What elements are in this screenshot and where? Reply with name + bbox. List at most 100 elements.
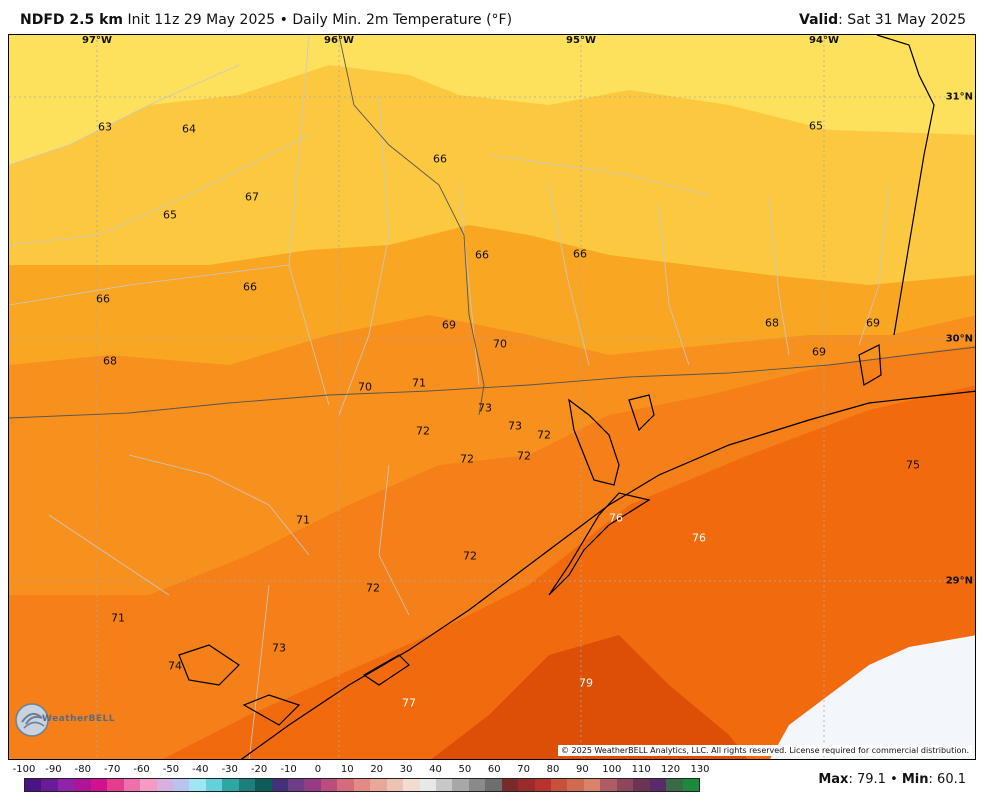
colorbar-swatch [551, 779, 568, 791]
colorbar-swatch [238, 779, 256, 791]
temperature-map[interactable]: 63 64 66 65 67 65 66 66 66 66 69 70 68 68 69 69 70 71 73 73… [8, 34, 976, 760]
colorbar-swatch [320, 779, 338, 791]
colorbar-swatch [337, 779, 354, 791]
colorbar-swatch [567, 779, 584, 791]
colorbar-swatch [419, 779, 436, 791]
graticule-lines [9, 35, 975, 759]
colorbar-tick-label: 100 [602, 764, 622, 775]
init-time: Init 11z 29 May 2025 [127, 12, 276, 28]
colorbar-tick-label: 20 [370, 764, 384, 775]
max-value: : 79.1 [848, 772, 886, 787]
temp-value-label: 70 [493, 337, 507, 351]
temp-value-label: 66 [573, 247, 587, 261]
colorbar-swatch [140, 779, 157, 791]
colorbar-swatch [90, 779, 108, 791]
temp-value-label: 69 [812, 345, 826, 359]
field-name: Daily Min. 2m Temperature (°F) [292, 12, 513, 28]
colorbar-swatch [452, 779, 469, 791]
colorbar-tick-label: -100 [12, 764, 36, 775]
colorbar-swatch [107, 779, 124, 791]
colorbar-swatch [666, 779, 683, 791]
temp-value-label: 72 [366, 581, 380, 595]
colorbar-tick-label: 10 [340, 764, 354, 775]
temp-value-label: 76 [609, 511, 623, 525]
temp-value-label: 74 [168, 659, 182, 673]
colorbar-tick-label: -10 [280, 764, 297, 775]
coastline [178, 35, 975, 759]
colorbar-swatch [583, 779, 601, 791]
temp-value-label: 72 [416, 424, 430, 438]
colorbar-tick-label: -30 [221, 764, 238, 775]
logo-text: WeatherBELL [42, 714, 116, 724]
colorbar-swatch [600, 779, 617, 791]
temp-value-label: 71 [296, 513, 310, 527]
colorbar-swatch [304, 779, 321, 791]
swirl-icon [15, 703, 49, 737]
stats-bullet: • [890, 772, 898, 787]
colorbar-tick-label: -70 [104, 764, 121, 775]
latitude-label: 31°N [945, 91, 973, 103]
temp-value-label: 69 [442, 318, 456, 332]
colorbar-swatch [255, 779, 272, 791]
colorbar-swatch [123, 779, 141, 791]
temp-value-label: 73 [508, 419, 522, 433]
colorbar-swatch [74, 779, 91, 791]
temp-value-label: 72 [463, 549, 477, 563]
temp-value-label: 76 [692, 531, 706, 545]
copyright-notice: © 2025 WeatherBELL Analytics, LLC. All r… [558, 745, 972, 756]
header-bullet: • [279, 12, 288, 28]
header-bar: NDFD 2.5 km Init 11z 29 May 2025 • Daily… [0, 0, 984, 34]
colorbar-tick-label: 0 [314, 764, 322, 775]
colorbar-ticks: -100 -90 -80 -70 -60 -50 -40 -30 -20 -10 0 10 20 30 40… [0, 764, 720, 778]
colorbar-tick-label: 60 [487, 764, 501, 775]
colorbar-tick-label: 50 [458, 764, 472, 775]
temp-value-label: 77 [402, 696, 416, 710]
temp-value-label: 72 [460, 452, 474, 466]
light-yellow-region [9, 35, 975, 165]
colorbar-swatch [41, 779, 58, 791]
temp-value-label: 68 [103, 354, 117, 368]
colorbar-tick-label: 90 [576, 764, 589, 775]
colorbar-swatch [501, 779, 519, 791]
colorbar-tick-label: 80 [546, 764, 560, 775]
temp-value-label: 79 [579, 676, 593, 690]
colorbar-swatch [353, 779, 371, 791]
colorbar-swatch [435, 779, 453, 791]
temp-value-label: 68 [765, 316, 779, 330]
colorbar-tick-label: -20 [250, 764, 268, 775]
colorbar-tick-label: 40 [429, 764, 442, 775]
colorbar-swatch [25, 779, 42, 791]
temp-value-label: 66 [433, 152, 447, 166]
colorbar-swatch [271, 779, 288, 791]
colorbar-swatch [633, 779, 650, 791]
valid-time: Valid: Sat 31 May 2025 [799, 12, 966, 28]
no-data-area [770, 635, 975, 759]
max-label: Max [818, 772, 849, 787]
colorbar-swatch [288, 779, 305, 791]
latitude-label: 30°N [945, 333, 973, 345]
county-boundaries [9, 35, 890, 759]
region-boundary [9, 35, 975, 419]
valid-label: Valid [799, 12, 839, 28]
temp-value-label: 75 [906, 458, 920, 472]
temp-value-label: 72 [537, 428, 551, 442]
longitude-label: 94°W [809, 35, 839, 46]
temp-value-label: 71 [111, 611, 125, 625]
min-label: Min [901, 772, 929, 787]
colorbar-tick-label: 30 [399, 764, 413, 775]
temp-value-label: 70 [358, 380, 372, 394]
colorbar-swatch [518, 779, 535, 791]
colorbar-swatch [616, 779, 634, 791]
product-name: NDFD 2.5 km [20, 12, 123, 28]
colorbar-tick-label: 70 [517, 764, 531, 775]
longitude-label: 97°W [82, 35, 112, 46]
gulf-waters [162, 385, 975, 759]
colorbar-swatch [189, 779, 206, 791]
colorbar [24, 778, 700, 792]
colorbar-tick-label: -80 [74, 764, 91, 775]
colorbar-tick-label: -90 [45, 764, 62, 775]
min-value: : 60.1 [928, 772, 966, 787]
colorbar-swatch [682, 779, 699, 791]
longitude-label: 96°W [324, 35, 354, 46]
temp-value-label: 69 [866, 316, 880, 330]
